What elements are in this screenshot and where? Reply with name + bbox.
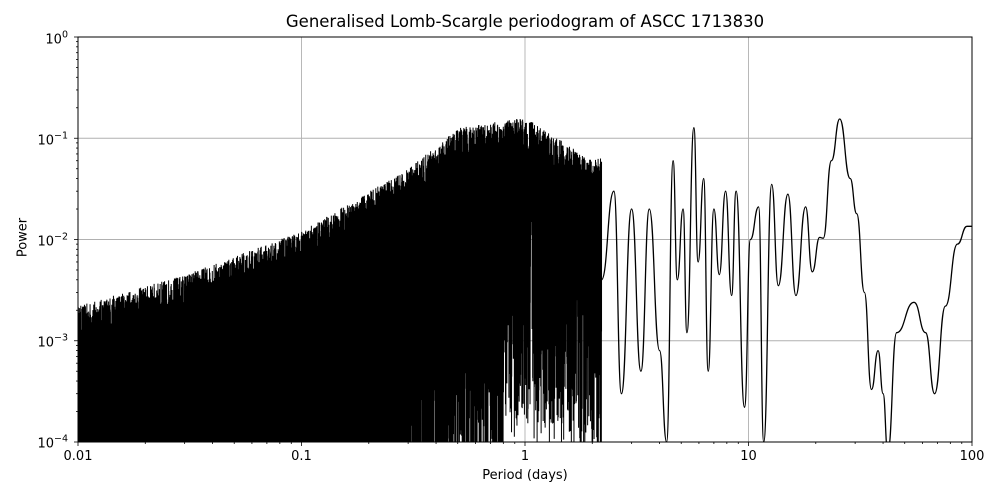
- plot-frame: [77, 36, 973, 443]
- y-tick-label: 100: [45, 29, 68, 48]
- chart-title: Generalised Lomb-Scargle periodogram of …: [285, 12, 765, 31]
- y-tick-label: 10−2: [37, 231, 68, 250]
- y-tick-label: 10−3: [37, 332, 68, 351]
- y-tick-label: 10−4: [37, 433, 68, 452]
- x-axis-label: Period (days): [482, 468, 568, 483]
- x-tick-label: 100: [959, 449, 985, 464]
- x-tick-label: 1: [520, 449, 530, 464]
- x-tick-label: 0.01: [63, 449, 93, 464]
- y-tick-label: 10−1: [37, 130, 68, 149]
- x-tick-label: 10: [740, 449, 757, 464]
- x-tick-label: 0.1: [291, 449, 312, 464]
